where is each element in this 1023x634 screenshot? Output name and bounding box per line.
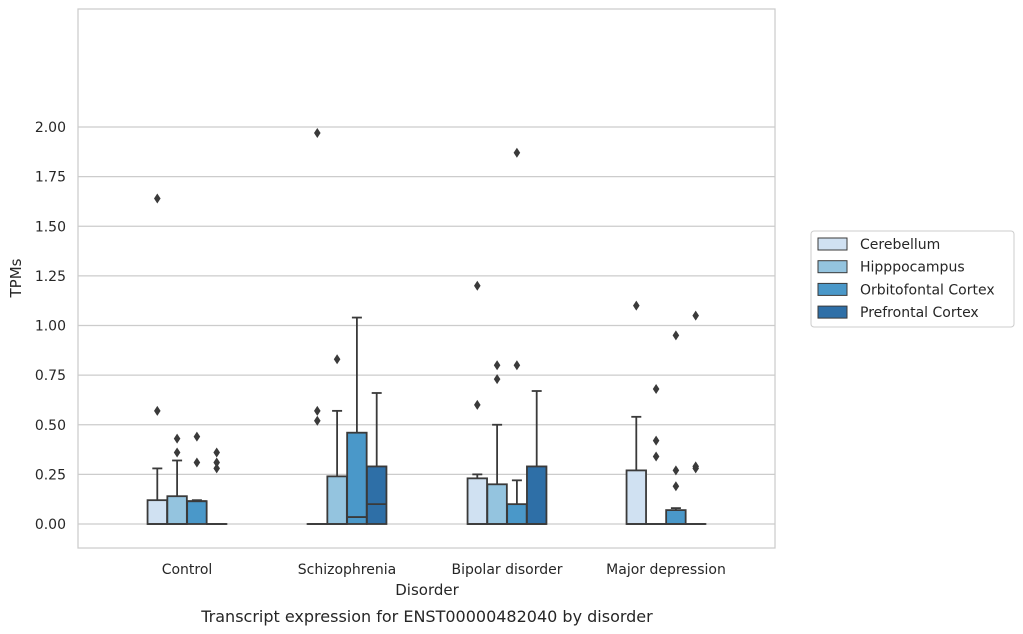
legend-label: Prefrontal Cortex <box>860 305 979 321</box>
legend-swatch <box>817 237 848 251</box>
outlier-point <box>154 405 161 416</box>
box-prefrontal-cortex-2 <box>526 390 548 525</box>
outlier-point <box>672 465 680 476</box>
box-cerebellum-2 <box>466 280 488 525</box>
box-iqr <box>186 500 208 525</box>
x-tick-label: Major depression <box>606 562 726 578</box>
chart-caption: Transcript expression for ENST0000048204… <box>200 607 653 626</box>
legend-label: Orbitofontal Cortex <box>860 282 995 298</box>
outlier-point <box>652 451 660 462</box>
y-tick-label: 0.50 <box>35 418 66 434</box>
outlier-point <box>672 481 680 492</box>
outlier-point <box>154 193 161 204</box>
outlier-point <box>513 360 521 371</box>
outlier-point <box>692 310 699 321</box>
outlier-point <box>493 360 501 371</box>
plot-marks <box>146 127 707 525</box>
box-hipppocampus-0 <box>166 433 188 525</box>
y-tick-label: 2.00 <box>35 120 66 136</box>
x-tick-label: Control <box>162 562 213 578</box>
legend-label: Cerebellum <box>860 237 940 253</box>
legend: Cerebellum Hipppocampus Orbitofontal Corte… <box>810 230 1015 328</box>
box-prefrontal-cortex-3 <box>685 310 707 525</box>
box-iqr <box>625 469 647 525</box>
outlier-point <box>314 405 321 416</box>
legend-box <box>810 230 1015 328</box>
y-tick-label: 0.00 <box>35 517 66 533</box>
outlier-point <box>173 447 181 458</box>
outlier-point <box>652 384 660 395</box>
outlier-point <box>193 457 201 468</box>
box-orbitofontal-cortex-0 <box>186 431 208 525</box>
outlier-point <box>493 374 501 385</box>
box-iqr <box>326 475 348 525</box>
box-iqr <box>486 483 508 525</box>
y-tick-label: 1.50 <box>35 219 66 235</box>
x-tick-label: Schizophrenia <box>298 562 396 578</box>
box-iqr <box>526 465 548 525</box>
box-iqr <box>166 495 188 525</box>
outlier-point <box>513 147 521 158</box>
legend-label: Hipppocampus <box>860 260 965 276</box>
y-tick-label: 1.25 <box>35 269 66 285</box>
box-iqr <box>466 477 488 525</box>
outlier-point <box>692 461 699 472</box>
box-iqr <box>506 503 528 525</box>
box-hipppocampus-2 <box>486 360 508 525</box>
y-tick-label: 0.75 <box>35 368 66 384</box>
box-orbitofontal-cortex-3 <box>665 330 687 525</box>
box-iqr <box>346 431 368 525</box>
outlier-point <box>193 431 201 442</box>
box-cerebellum-1 <box>306 127 328 525</box>
box-cerebellum-3 <box>625 300 647 525</box>
box-prefrontal-cortex-0 <box>206 447 228 525</box>
outlier-point <box>474 280 481 291</box>
outlier-point <box>474 399 481 410</box>
outlier-point <box>213 447 220 458</box>
outlier-point <box>213 457 220 468</box>
plot-area-frame <box>77 8 776 549</box>
box-iqr <box>146 499 168 525</box>
y-axis-ticks: 0.00 0.25 0.50 0.75 1.00 1.25 1.50 1.75 2.00 <box>35 120 66 533</box>
box-iqr <box>366 465 388 525</box>
outlier-point <box>672 330 680 341</box>
y-tick-label: 0.25 <box>35 467 66 483</box>
outlier-point <box>173 433 181 444</box>
outlier-point <box>633 300 640 311</box>
y-tick-label: 1.75 <box>35 170 66 186</box>
box-iqr <box>665 509 687 525</box>
outlier-point <box>652 435 660 446</box>
x-axis-ticks: Control Schizophrenia Bipolar disorder Majo… <box>162 562 726 578</box>
outlier-point <box>314 127 321 138</box>
outlier-point <box>333 354 341 365</box>
x-tick-label: Bipolar disorder <box>451 562 562 578</box>
outlier-point <box>314 415 321 426</box>
box-prefrontal-cortex-1 <box>366 392 388 525</box>
outlier-point <box>213 463 220 474</box>
y-tick-label: 1.00 <box>35 319 66 335</box>
x-axis-title: Disorder <box>395 581 459 599</box>
box-orbitofontal-cortex-1 <box>346 316 368 525</box>
box-cerebellum-0 <box>146 193 168 525</box>
y-axis-title: TPMs <box>7 258 25 298</box>
legend-swatch <box>817 305 848 319</box>
legend-swatch <box>817 260 848 274</box>
legend-swatch <box>817 282 848 296</box>
